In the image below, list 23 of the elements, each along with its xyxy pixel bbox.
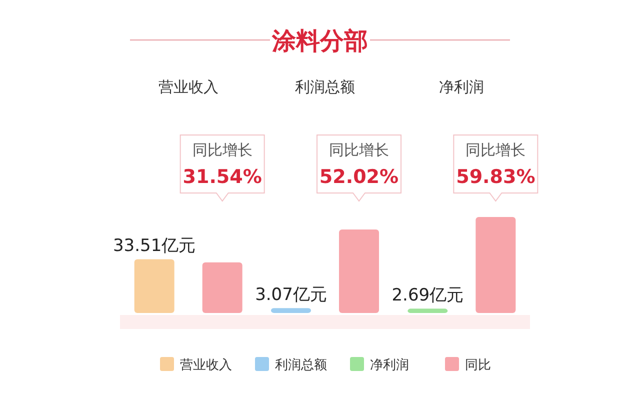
x-tick-label: 营业收入 — [158, 78, 218, 96]
data-label: 52.02% — [319, 166, 399, 188]
bar — [271, 308, 311, 313]
x-tick-label: 利润总额 — [295, 78, 355, 96]
bar — [202, 262, 242, 313]
data-label: 31.54% — [182, 166, 262, 188]
legend-label: 净利润 — [370, 358, 409, 373]
text: 同比增长 — [466, 141, 526, 159]
bar — [476, 217, 516, 313]
data-label: 2.69亿元 — [392, 286, 464, 306]
data-label: 59.83% — [456, 166, 536, 188]
text: 同比增长 — [192, 141, 252, 159]
bar — [339, 230, 379, 313]
legend-label: 同比 — [465, 358, 491, 373]
data-label: 3.07亿元 — [255, 285, 327, 306]
x-tick-label: 净利润 — [439, 78, 484, 96]
chart-title: 涂料分部 — [271, 27, 368, 55]
bar — [134, 259, 174, 313]
bar — [408, 308, 448, 313]
text: 同比增长 — [329, 141, 389, 159]
legend-label: 利润总额 — [275, 358, 327, 373]
legend-label: 营业收入 — [180, 358, 232, 373]
data-label: 33.51亿元 — [112, 236, 196, 256]
